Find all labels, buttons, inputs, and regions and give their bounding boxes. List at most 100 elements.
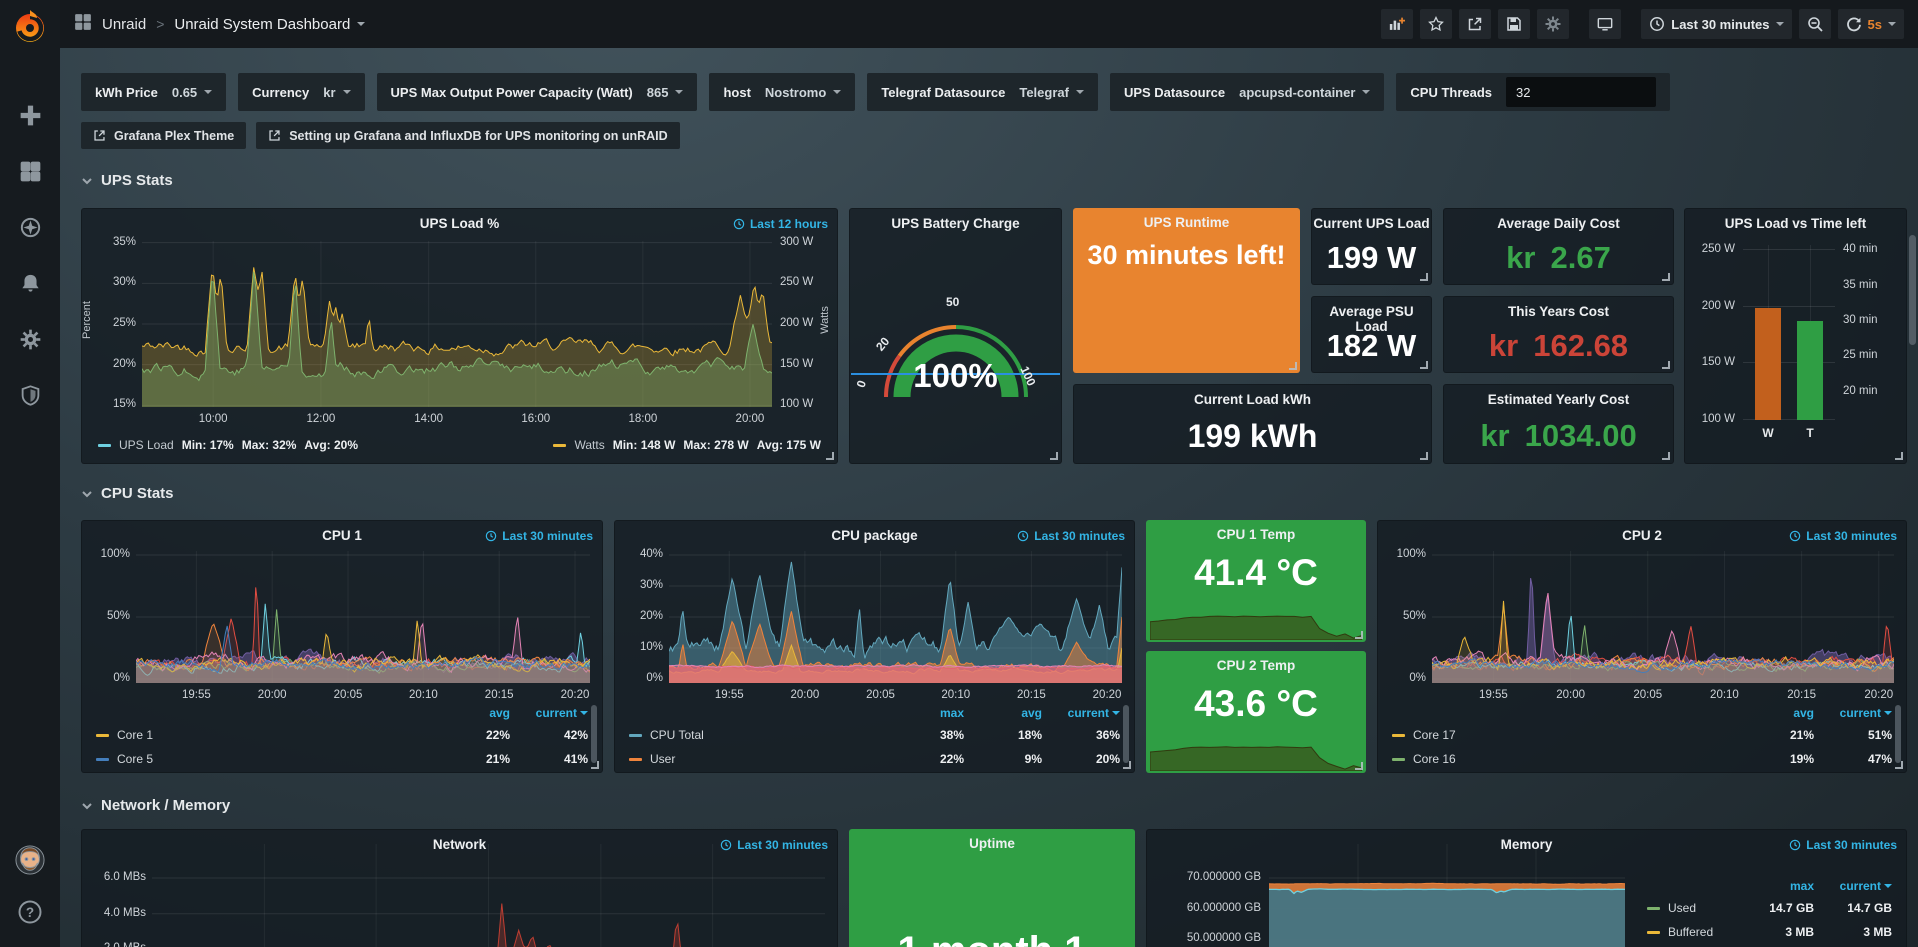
series-color-swatch[interactable] (96, 758, 109, 761)
cpu-package-chart[interactable] (669, 551, 1122, 683)
section-network-memory[interactable]: Network / Memory (81, 797, 230, 814)
legend-series-name[interactable]: UPS Load (119, 438, 174, 452)
variable-cpu-threads[interactable]: CPU Threads (1396, 73, 1670, 111)
panel-title[interactable]: Estimated Yearly Cost (1444, 392, 1673, 407)
panel-title[interactable]: UPS Load % (82, 216, 837, 231)
page-scrollbar-thumb[interactable] (1909, 235, 1916, 345)
panel-time-badge[interactable]: Last 30 minutes (485, 529, 593, 543)
variable-value[interactable]: apcupsd-container (1239, 85, 1370, 100)
legend-column-avg[interactable]: avg (432, 706, 510, 720)
save-button[interactable] (1498, 9, 1530, 39)
panel-time-badge[interactable]: Last 30 minutes (1789, 838, 1897, 852)
legend-row[interactable]: Core 122%42% (96, 723, 588, 747)
sidebar-item-explore[interactable] (12, 212, 48, 242)
legend-row[interactable]: Core 521%41% (96, 747, 588, 771)
series-color-swatch[interactable] (553, 444, 566, 447)
legend-series-name[interactable]: Core 16 (1392, 752, 1736, 766)
refresh-picker[interactable]: 5s (1838, 9, 1904, 39)
section-ups-stats[interactable]: UPS Stats (81, 172, 173, 189)
share-button[interactable] (1459, 9, 1491, 39)
legend-column-current[interactable]: current (1042, 706, 1120, 720)
grafana-logo-icon[interactable] (10, 6, 50, 46)
bar-t[interactable] (1797, 321, 1823, 420)
legend-series-name[interactable]: Used (1647, 901, 1736, 915)
dashboard-settings-button[interactable] (1537, 9, 1569, 39)
zoom-out-button[interactable] (1799, 9, 1831, 39)
legend-row[interactable]: Buffered3 MB3 MB (1647, 920, 1892, 944)
ups-bar-chart[interactable]: WT (1743, 245, 1835, 420)
legend-series-name[interactable]: User (629, 752, 886, 766)
time-range-picker[interactable]: Last 30 minutes (1641, 9, 1791, 39)
legend-series-name[interactable]: Core 5 (96, 752, 432, 766)
panel-title[interactable]: CPU 1 Temp (1146, 527, 1366, 542)
legend-column-current[interactable]: current (1814, 879, 1892, 893)
cpu1-chart[interactable] (136, 551, 590, 683)
legend-item[interactable]: UPS LoadMin: 17%Max: 32%Avg: 20% (98, 438, 358, 452)
variable-input[interactable] (1506, 77, 1656, 107)
legend-series-name[interactable]: Watts (574, 438, 604, 452)
panel-title[interactable]: This Years Cost (1444, 304, 1673, 319)
variable-ups-max-output-power-capacity-watt[interactable]: UPS Max Output Power Capacity (Watt)865 (377, 73, 698, 111)
variable-host[interactable]: hostNostromo (709, 73, 855, 111)
legend-column-avg[interactable]: avg (1736, 706, 1814, 720)
variable-value[interactable]: kr (323, 85, 350, 100)
dashboard-link[interactable]: Grafana Plex Theme (81, 122, 246, 149)
user-avatar[interactable] (12, 845, 48, 875)
panel-time-badge[interactable]: Last 12 hours (733, 217, 828, 231)
legend-column-current[interactable]: current (1814, 706, 1892, 720)
variable-ups-datasource[interactable]: UPS Datasourceapcupsd-container (1110, 73, 1384, 111)
panel-title[interactable]: Uptime (849, 836, 1135, 851)
variable-currency[interactable]: Currencykr (238, 73, 364, 111)
variable-value[interactable]: Nostromo (765, 85, 841, 100)
panel-time-badge[interactable]: Last 30 minutes (1789, 529, 1897, 543)
panel-title[interactable]: UPS Runtime (1073, 215, 1300, 230)
legend-column-max[interactable]: max (1736, 879, 1814, 893)
legend-column-avg[interactable]: avg (964, 706, 1042, 720)
series-color-swatch[interactable] (629, 758, 642, 761)
legend-column-max[interactable]: max (886, 706, 964, 720)
series-color-swatch[interactable] (1392, 734, 1405, 737)
panel-title[interactable]: Current UPS Load (1312, 216, 1431, 231)
sidebar-item-dashboards[interactable] (12, 156, 48, 186)
legend-scrollbar[interactable] (1123, 705, 1129, 763)
variable-value[interactable]: 0.65 (172, 85, 212, 100)
legend-item[interactable]: WattsMin: 148 WMax: 278 WAvg: 175 W (553, 438, 821, 452)
legend-row[interactable]: CPU Total38%18%36% (629, 723, 1120, 747)
sidebar-item-alerting[interactable] (12, 268, 48, 298)
series-color-swatch[interactable] (629, 734, 642, 737)
series-color-swatch[interactable] (1647, 907, 1660, 910)
legend-scrollbar[interactable] (1895, 705, 1901, 763)
variable-kwh-price[interactable]: kWh Price0.65 (81, 73, 226, 111)
star-button[interactable] (1420, 9, 1452, 39)
sidebar-item-configuration[interactable] (12, 324, 48, 354)
legend-row[interactable]: Used14.7 GB14.7 GB (1647, 896, 1892, 920)
legend-series-name[interactable]: Core 1 (96, 728, 432, 742)
add-panel-button[interactable] (1381, 9, 1413, 39)
network-chart[interactable] (152, 844, 825, 947)
sidebar-item-create[interactable] (12, 100, 48, 130)
legend-row[interactable]: Core 1619%47% (1392, 747, 1892, 771)
legend-row[interactable]: User22%9%20% (629, 747, 1120, 771)
variable-value[interactable]: Telegraf (1019, 85, 1084, 100)
panel-title[interactable]: UPS Battery Charge (850, 216, 1061, 231)
section-cpu-stats[interactable]: CPU Stats (81, 485, 174, 502)
variable-telegraf-datasource[interactable]: Telegraf DatasourceTelegraf (867, 73, 1098, 111)
legend-scrollbar[interactable] (591, 705, 597, 763)
panel-title[interactable]: Current Load kWh (1074, 392, 1431, 407)
panel-time-badge[interactable]: Last 30 minutes (1017, 529, 1125, 543)
help-button[interactable]: ? (12, 897, 48, 927)
ups-load-chart[interactable] (142, 241, 772, 407)
panel-title[interactable]: CPU 2 Temp (1146, 658, 1366, 673)
series-color-swatch[interactable] (98, 444, 111, 447)
cpu2-chart[interactable] (1432, 551, 1894, 683)
variable-value[interactable]: 865 (647, 85, 684, 100)
series-color-swatch[interactable] (1647, 931, 1660, 934)
dashboard-link[interactable]: Setting up Grafana and InfluxDB for UPS … (256, 122, 679, 149)
legend-series-name[interactable]: CPU Total (629, 728, 886, 742)
bar-w[interactable] (1755, 308, 1781, 420)
panel-title[interactable]: Average PSU Load (1312, 304, 1431, 334)
legend-series-name[interactable]: Buffered (1647, 925, 1736, 939)
sidebar-item-server-admin[interactable] (12, 380, 48, 410)
legend-row[interactable]: Core 1721%51% (1392, 723, 1892, 747)
breadcrumb-folder[interactable]: Unraid (102, 16, 146, 33)
